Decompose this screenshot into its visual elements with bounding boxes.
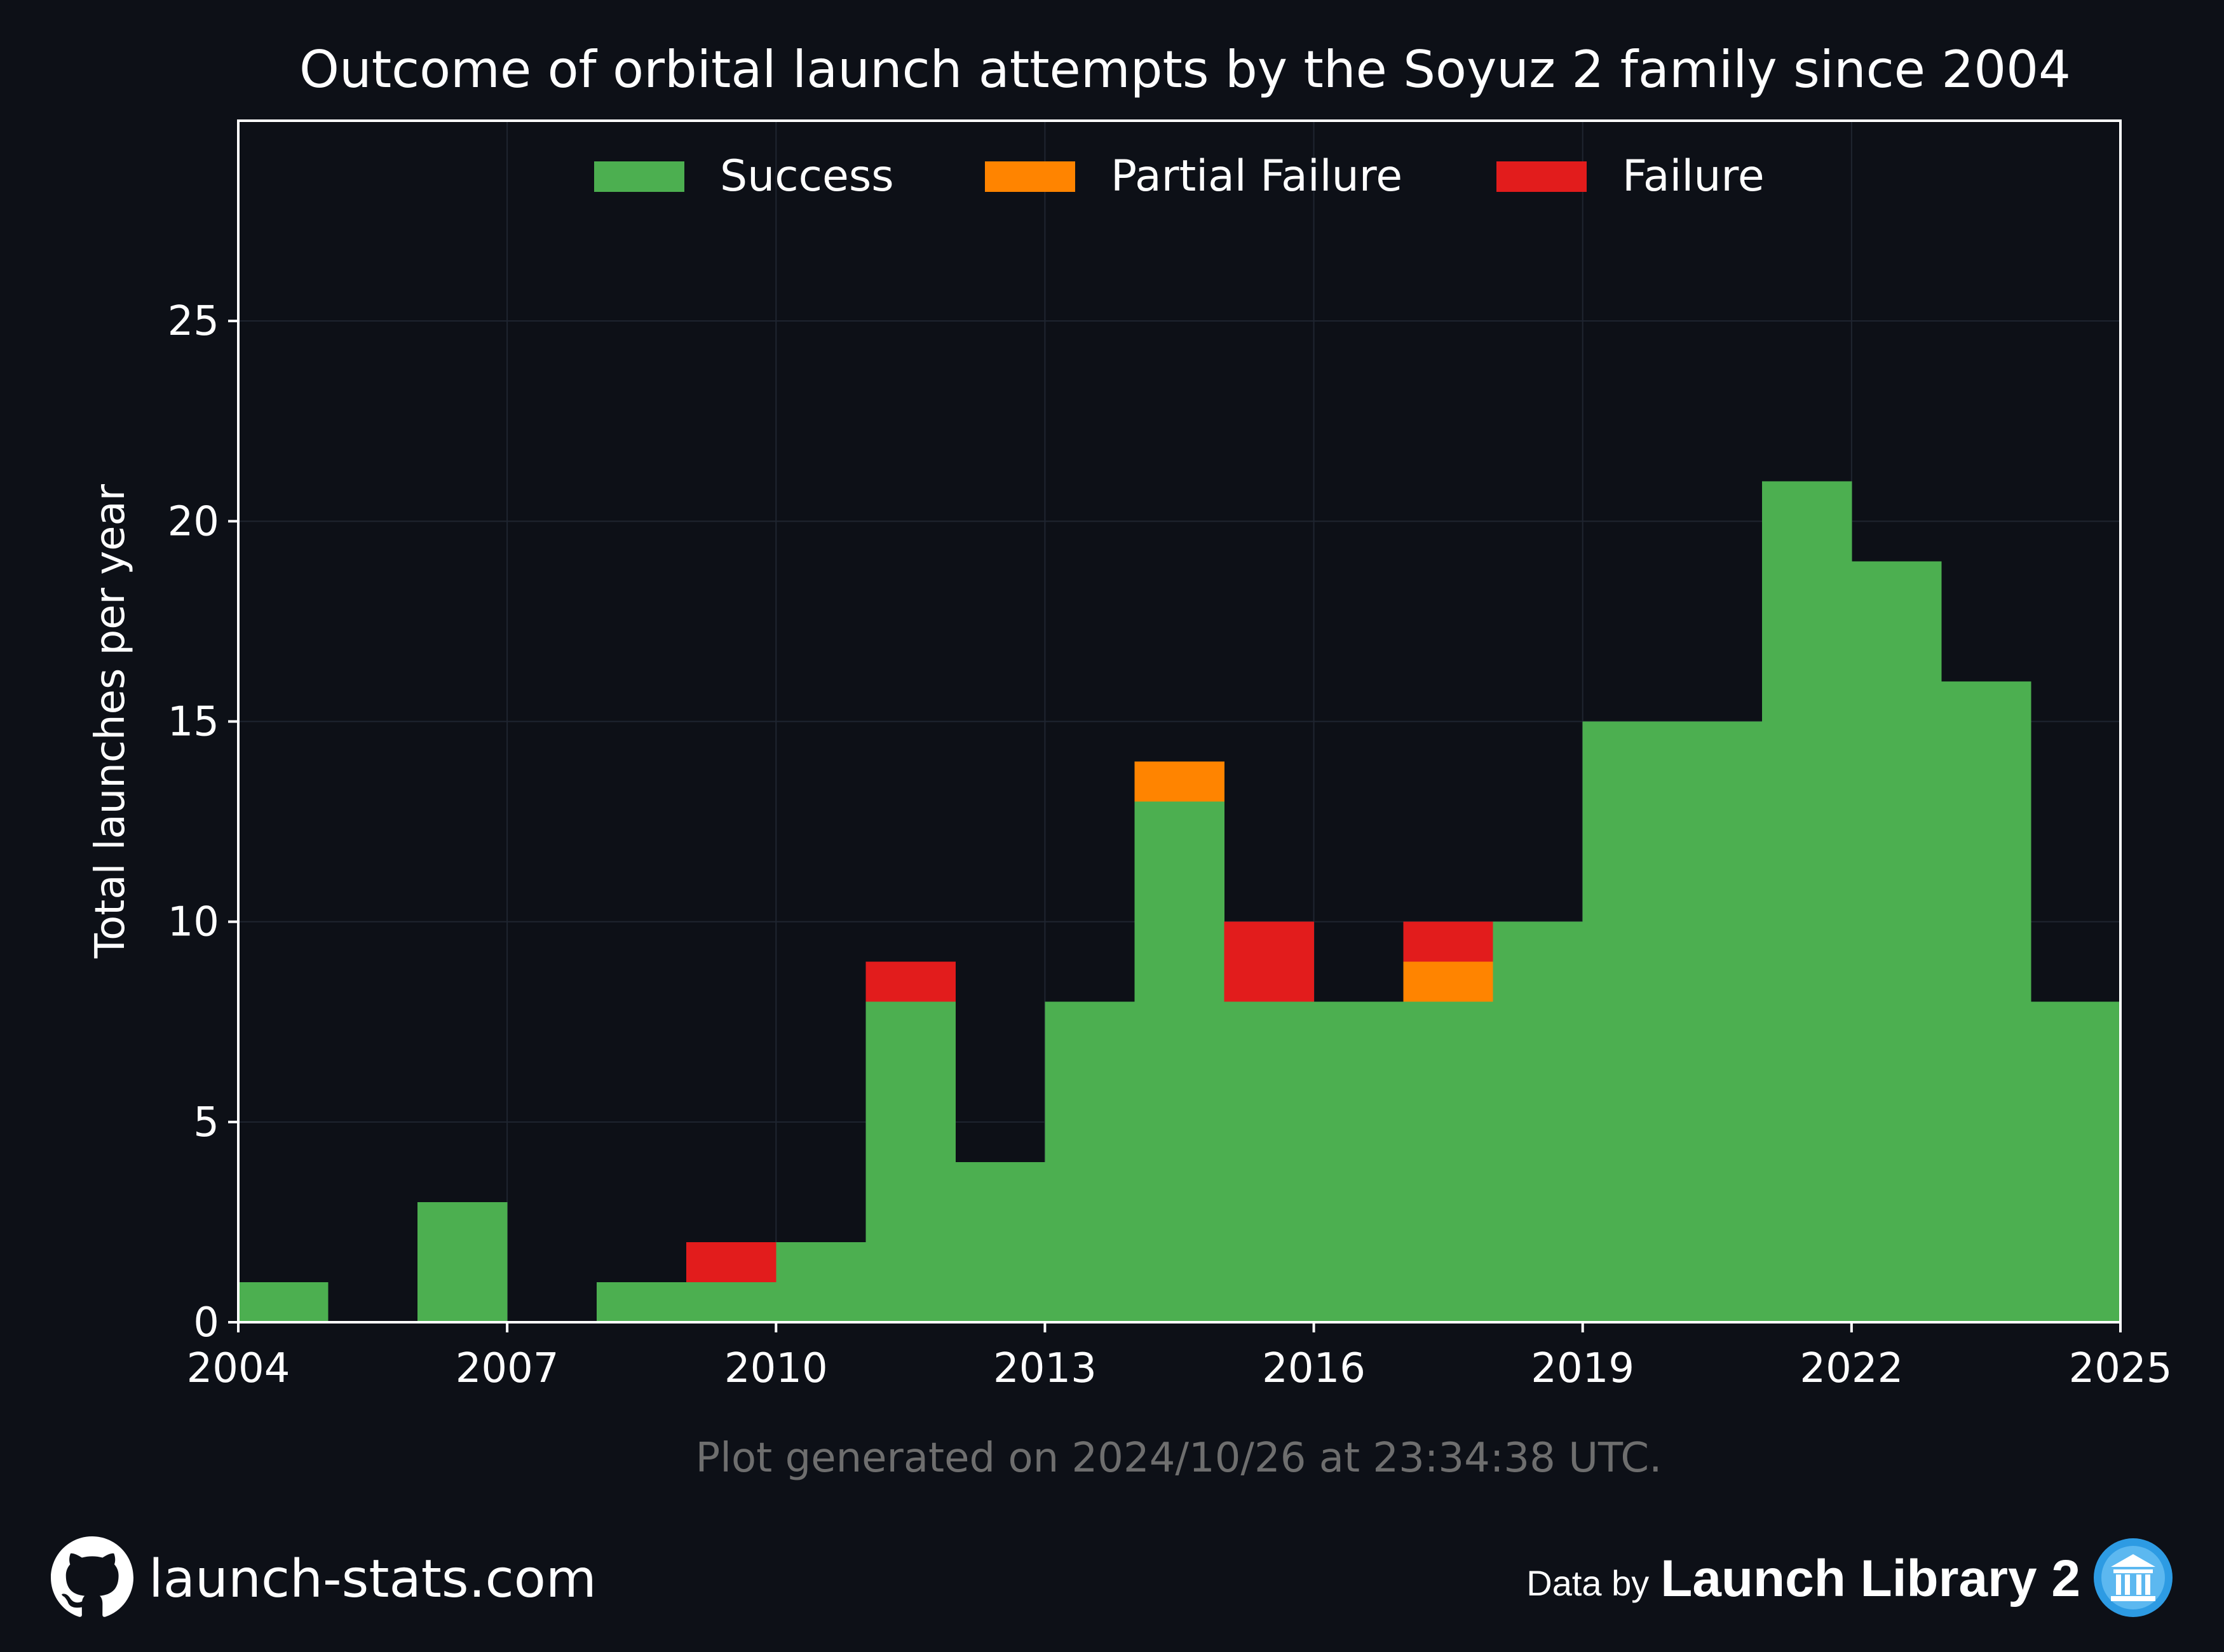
footer-site-link[interactable]: launch-stats.com [51, 1536, 597, 1622]
legend-item-success: Success [594, 151, 894, 201]
x-tick-label: 2025 [2069, 1345, 2173, 1392]
x-tick-label: 2010 [724, 1345, 828, 1392]
bar-success [238, 1282, 329, 1322]
data-source-credit: Data by Launch Library 2 [1526, 1538, 2174, 1620]
plot-generated-note: Plot generated on 2024/10/26 at 23:34:38… [696, 1435, 1662, 1482]
bar-success [1761, 481, 1852, 1322]
y-tick-label: 20 [168, 498, 219, 545]
legend-label: Failure [1622, 151, 1765, 201]
y-tick-label: 10 [168, 899, 219, 946]
bar-success [1851, 561, 1942, 1322]
legend-item-failure: Failure [1496, 151, 1765, 201]
bar-success [1045, 1001, 1136, 1322]
bar-success [865, 1001, 956, 1322]
x-tick-label: 2004 [187, 1345, 290, 1392]
bar-success [417, 1202, 508, 1322]
data-source-name: Launch Library 2 [1660, 1550, 2080, 1608]
legend-swatch [1496, 161, 1587, 192]
bar-success [955, 1161, 1046, 1322]
legend-swatch [594, 161, 684, 192]
bar-failure [865, 961, 956, 1002]
y-tick-label: 25 [168, 298, 219, 345]
github-icon [51, 1536, 133, 1622]
bar-success [1224, 1001, 1315, 1322]
bar-success [1582, 721, 1673, 1322]
y-axis-label: Total launches per year [87, 484, 134, 959]
bar-success [597, 1282, 687, 1322]
bar-partial-failure [1134, 761, 1225, 802]
site-label: launch-stats.com [149, 1548, 597, 1609]
y-tick-label: 0 [193, 1299, 219, 1346]
x-tick-label: 2019 [1531, 1345, 1634, 1392]
bar-success [776, 1242, 866, 1322]
bar-success [1403, 1001, 1494, 1322]
x-tick-label: 2016 [1262, 1345, 1366, 1392]
plot-area: 2004 2007 2010 2013 2016 2019 2022 202505101520… [168, 119, 2173, 1392]
bar-success [2030, 1001, 2121, 1322]
bar-failure [1403, 921, 1494, 962]
bar-failure [1224, 921, 1315, 1002]
y-tick-label: 5 [193, 1099, 219, 1146]
bar-success [686, 1282, 776, 1322]
y-tick-label: 15 [168, 699, 219, 746]
legend-label: Partial Failure [1111, 151, 1402, 201]
library-logo-icon [2092, 1536, 2174, 1622]
bar-success [1493, 921, 1583, 1322]
legend-label: Success [720, 151, 894, 201]
x-tick-label: 2007 [456, 1345, 559, 1392]
bar-success [1941, 681, 2031, 1322]
chart-title: Outcome of orbital launch attempts by th… [299, 40, 2071, 99]
data-source-prefix: Data by [1526, 1562, 1650, 1603]
bar-partial-failure [1403, 961, 1494, 1002]
x-tick-label: 2013 [993, 1345, 1097, 1392]
x-tick-label: 2022 [1800, 1345, 1903, 1392]
legend-swatch [985, 161, 1075, 192]
bar-success [1672, 721, 1763, 1322]
legend-item-partial-failure: Partial Failure [985, 151, 1402, 201]
bar-success [1134, 801, 1225, 1322]
bar-success [1313, 1001, 1404, 1322]
bar-failure [686, 1242, 776, 1282]
